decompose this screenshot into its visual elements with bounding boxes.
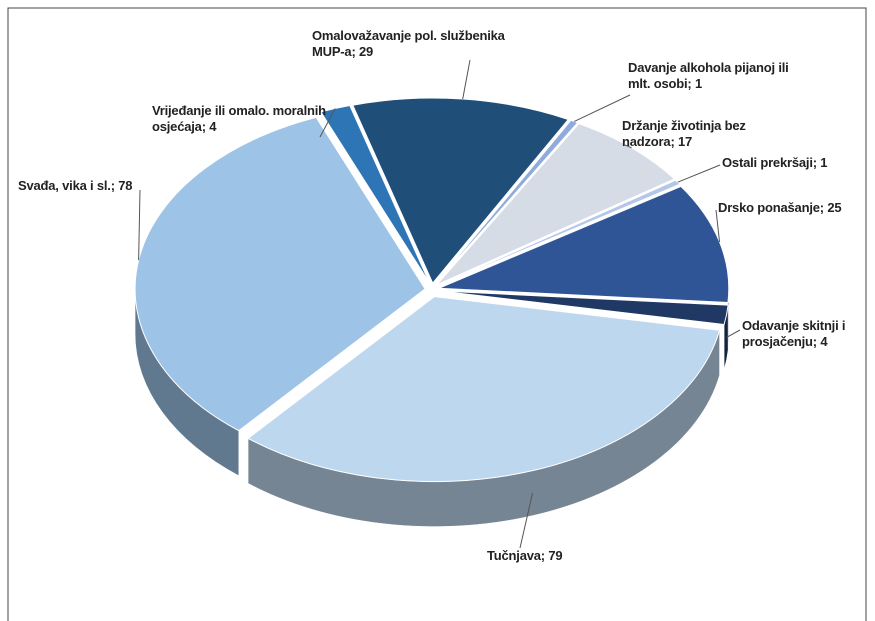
label-separator: ; xyxy=(812,155,821,170)
data-label: Odavanje skitnji i prosjačenju; 4 xyxy=(742,318,872,350)
frame xyxy=(7,7,867,621)
leader-line xyxy=(319,108,336,138)
label-name: Svađa, vika i sl. xyxy=(18,178,111,193)
label-value: 29 xyxy=(359,44,374,59)
label-separator: ; xyxy=(201,119,210,134)
leader-line xyxy=(726,329,741,338)
label-separator: ; xyxy=(540,548,549,563)
label-separator: ; xyxy=(687,76,695,91)
data-label: Vrijeđanje ili omalo. moralnih osjećaja;… xyxy=(152,103,352,135)
leader-line xyxy=(519,493,534,549)
leader-line xyxy=(624,144,632,149)
label-name: Omalovažavanje pol. službenika MUP-a xyxy=(312,28,505,59)
label-name: Tučnjava xyxy=(487,548,541,563)
data-label: Ostali prekršaji; 1 xyxy=(722,155,872,171)
label-value: 4 xyxy=(820,334,828,349)
label-name: Vrijeđanje ili omalo. moralnih osjećaja xyxy=(152,103,326,134)
data-label: Držanje životinja bez nadzora; 17 xyxy=(622,118,797,150)
slice xyxy=(438,290,729,326)
label-value: 78 xyxy=(118,178,133,193)
data-label: Omalovažavanje pol. službenika MUP-a; 29 xyxy=(312,28,512,60)
label-name: Drsko ponašanje xyxy=(718,200,820,215)
data-label: Drsko ponašanje; 25 xyxy=(718,200,868,216)
label-value: 25 xyxy=(827,200,842,215)
label-name: Odavanje skitnji i prosjačenju xyxy=(742,318,846,349)
leader-line xyxy=(462,59,471,100)
label-separator: ; xyxy=(670,134,678,149)
slice-tops xyxy=(134,97,730,483)
label-value: 4 xyxy=(209,119,217,134)
label-separator: ; xyxy=(819,200,828,215)
slice xyxy=(134,116,426,432)
label-name: Držanje životinja bez nadzora xyxy=(622,118,746,149)
label-value: 1 xyxy=(820,155,828,170)
slice xyxy=(247,296,721,483)
leader-line xyxy=(715,209,721,243)
label-value: 79 xyxy=(548,548,563,563)
label-separator: ; xyxy=(110,178,119,193)
label-separator: ; xyxy=(812,334,821,349)
label-value: 1 xyxy=(694,76,702,91)
label-value: 17 xyxy=(678,134,693,149)
leader-line xyxy=(138,189,141,261)
slice xyxy=(352,97,570,284)
leader-line xyxy=(677,164,721,183)
label-name: Davanje alkohola pijanoj ili mlt. osobi xyxy=(628,60,789,91)
data-label: Tučnjava; 79 xyxy=(487,548,637,564)
leader-line xyxy=(574,94,631,122)
label-name: Ostali prekršaji xyxy=(722,155,813,170)
slice xyxy=(320,104,431,284)
data-label: Svađa, vika i sl.; 78 xyxy=(18,178,178,194)
label-separator: ; xyxy=(351,44,359,59)
data-label: Davanje alkohola pijanoj ili mlt. osobi;… xyxy=(628,60,808,92)
